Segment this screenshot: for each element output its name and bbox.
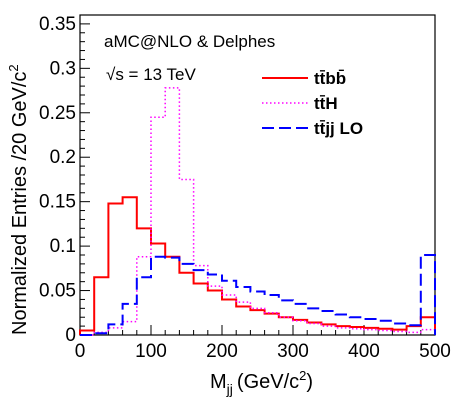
x-axis-title-unit-sup: 2: [299, 368, 306, 383]
legend-label-tth: tt̄H: [314, 94, 338, 113]
x-tick-label: 0: [75, 341, 86, 362]
y-axis-title-sup: 2: [6, 64, 21, 71]
x-axis-title-unit-end: ): [306, 371, 313, 393]
y-tick-label: 0.15: [39, 192, 76, 213]
y-tick-label: 0.3: [50, 58, 76, 79]
legend-label-ttbb: tt̄bb̄: [314, 69, 346, 88]
annotation-generator: aMC@NLO & Delphes: [104, 32, 275, 51]
x-axis-title: Mjj (GeV/c2): [210, 368, 313, 397]
x-tick-label: 400: [348, 341, 380, 362]
y-tick-label: 0.35: [39, 14, 76, 35]
ttjj-histogram: [80, 254, 436, 336]
y-tick-label: 0.2: [50, 147, 76, 168]
plot-frame: [79, 14, 436, 336]
x-tick-label: 100: [135, 341, 167, 362]
y-tick-label: 0.25: [39, 103, 76, 124]
y-tick-label: 0: [65, 325, 76, 346]
x-axis-title-sub: jj: [226, 381, 233, 397]
y-tick-label: 0.1: [50, 236, 76, 257]
annotation-energy: √s = 13 TeV: [106, 65, 196, 84]
x-axis-title-main: M: [210, 371, 227, 393]
x-tick-label: 300: [277, 341, 309, 362]
ttbb-histogram: [79, 196, 436, 335]
y-tick-label: 0.05: [39, 281, 76, 302]
series-layer: [79, 87, 436, 336]
y-axis-title: Normalized Entries /20 GeV/c2: [6, 64, 31, 335]
legend: tt̄bb̄ tt̄H tt̄jj LO: [262, 69, 363, 138]
x-axis-title-unit: (GeV/c: [237, 371, 299, 393]
tth-histogram: [80, 87, 436, 336]
legend-label-ttjj: tt̄jj LO: [314, 119, 363, 138]
x-tick-label: 200: [206, 341, 238, 362]
axis-ticks: 0 100 200 300 400 500 0 0.05 0.1 0.15 0.2 0.25 0.3 0.…: [39, 14, 451, 362]
y-axis-title-main: Normalized Entries /20 GeV/c: [9, 72, 31, 335]
x-tick-label: 500: [419, 341, 451, 362]
